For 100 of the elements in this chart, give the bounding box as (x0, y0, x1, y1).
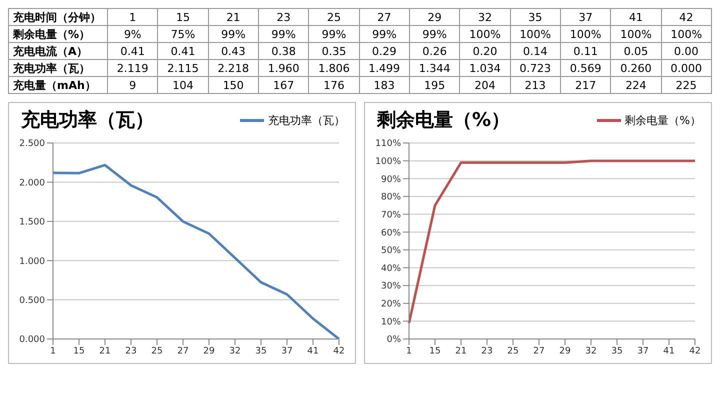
text: 99% (308, 26, 360, 42)
y-tick-label: 20% (380, 300, 402, 310)
text: 充电量（mAh） (8, 76, 108, 94)
legend-label: 充电功率（瓦） (268, 112, 345, 128)
text: 100% (610, 26, 662, 42)
text: 充电时间（分钟） (8, 8, 108, 26)
text: 9 (108, 76, 158, 94)
text: 35 (510, 8, 560, 26)
x-tick-label: 41 (307, 346, 319, 356)
text: 充电功率（瓦） (8, 60, 108, 76)
text: 2.115 (158, 60, 208, 76)
x-tick-label: 15 (429, 346, 441, 356)
x-tick-label: 37 (637, 346, 649, 356)
x-tick-label: 42 (689, 346, 701, 356)
text: 100% (560, 26, 611, 42)
y-tick-label: 0.500 (19, 296, 46, 306)
text: 42 (661, 8, 712, 26)
text: 23 (258, 8, 309, 26)
x-tick-label: 1 (406, 346, 412, 356)
x-tick-label: 25 (507, 346, 519, 356)
x-tick-label: 37 (281, 346, 293, 356)
text: 15 (158, 8, 208, 26)
x-tick-label: 27 (533, 346, 545, 356)
x-tick-label: 21 (99, 346, 111, 356)
x-tick-label: 1 (50, 346, 56, 356)
text: 9% (108, 26, 158, 42)
y-tick-label: 1.500 (19, 218, 46, 228)
text: 1.034 (460, 60, 510, 76)
y-tick-label: 80% (380, 192, 402, 203)
text: 167 (258, 76, 309, 94)
chart-title: 充电功率（瓦） (21, 108, 154, 133)
text: 0.43 (208, 42, 258, 60)
text: 75% (158, 26, 208, 42)
x-tick-label: 42 (333, 346, 345, 356)
y-tick-label: 70% (380, 210, 402, 220)
text: 32 (460, 8, 510, 26)
y-tick-label: 90% (380, 174, 402, 185)
text: 0.000 (661, 60, 712, 76)
x-tick-label: 15 (73, 346, 85, 356)
text: 29 (409, 8, 460, 26)
text: 充电电流（A） (8, 42, 108, 60)
text: 0.05 (610, 42, 662, 60)
text: 1.344 (409, 60, 460, 76)
text: 0.41 (158, 42, 208, 60)
x-tick-label: 35 (611, 346, 623, 356)
y-tick-label: 1.000 (19, 256, 46, 267)
text: 2.218 (208, 60, 258, 76)
text: 0.723 (510, 60, 560, 76)
x-tick-label: 41 (663, 346, 675, 356)
y-tick-label: 100% (375, 157, 402, 168)
text: 213 (510, 76, 560, 94)
text: 0.38 (258, 42, 309, 60)
text: 195 (409, 76, 460, 94)
x-tick-label: 23 (481, 346, 493, 356)
text: 0.29 (359, 42, 410, 60)
x-tick-label: 32 (229, 346, 241, 356)
text: 0.35 (308, 42, 360, 60)
text: 104 (158, 76, 208, 94)
text: 183 (359, 76, 410, 94)
y-tick-label: 50% (380, 246, 402, 256)
y-tick-label: 110% (375, 139, 402, 150)
text: 0.00 (661, 42, 712, 60)
text: 225 (661, 76, 712, 94)
text: 41 (610, 8, 662, 26)
y-tick-label: 30% (380, 282, 402, 292)
text: 224 (610, 76, 662, 94)
text: 0.11 (560, 42, 611, 60)
text: 2.119 (108, 60, 158, 76)
text: 176 (308, 76, 360, 94)
text: 27 (359, 8, 410, 26)
text: 99% (359, 26, 410, 42)
x-tick-label: 25 (151, 346, 163, 356)
text: 100% (460, 26, 510, 42)
x-tick-label: 29 (203, 346, 215, 356)
text: 99% (258, 26, 309, 42)
text: 0.260 (610, 60, 662, 76)
y-tick-label: 0.000 (19, 335, 46, 346)
x-tick-label: 27 (177, 346, 189, 356)
text: 37 (560, 8, 611, 26)
y-tick-label: 2.500 (19, 139, 46, 150)
x-tick-label: 35 (255, 346, 267, 356)
text: 剩余电量（%） (8, 26, 108, 42)
text: 99% (409, 26, 460, 42)
text: 1.960 (258, 60, 309, 76)
y-tick-label: 40% (380, 264, 402, 274)
text: 99% (208, 26, 258, 42)
text: 0.14 (510, 42, 560, 60)
text: 100% (661, 26, 712, 42)
text: 1.806 (308, 60, 360, 76)
x-tick-label: 23 (125, 346, 137, 356)
y-tick-label: 60% (380, 228, 402, 238)
text: 0.41 (108, 42, 158, 60)
text: 1 (108, 8, 158, 26)
text: 21 (208, 8, 258, 26)
text: 25 (308, 8, 360, 26)
x-tick-label: 32 (585, 346, 597, 356)
text: 150 (208, 76, 258, 94)
legend-label: 剩余电量（%） (624, 112, 701, 128)
chart-title: 剩余电量（%） (377, 108, 510, 133)
y-tick-label: 10% (380, 317, 402, 328)
